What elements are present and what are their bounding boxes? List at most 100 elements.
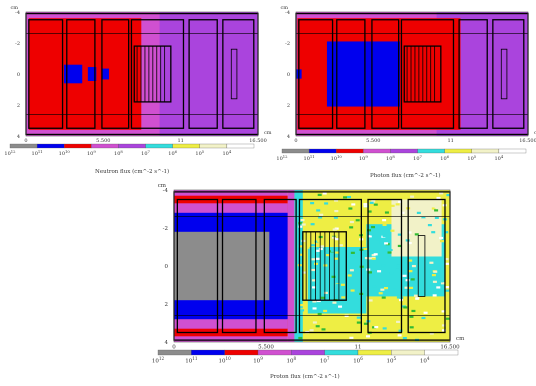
proton-speckle-214 [383, 287, 388, 290]
proton-speckle-49 [351, 203, 356, 206]
proton-speckle-258 [334, 213, 339, 217]
proton-speckle-78 [431, 207, 436, 210]
proton-speckle-192 [356, 321, 361, 324]
photon-geometry-block-4 [458, 19, 488, 129]
photon-x-tick-1: 5.500 [366, 138, 380, 144]
proton-speckle-113 [445, 317, 450, 320]
proton-speckle-0 [370, 275, 375, 278]
proton-speckle-190 [350, 289, 355, 292]
proton-speckle-121 [377, 270, 382, 273]
photon-colorbar-swatch-3 [363, 148, 391, 154]
neutron-colorbar-swatch-6 [172, 143, 200, 149]
photon-colorbar-swatch-7 [471, 148, 500, 154]
proton-speckle-202 [317, 312, 322, 316]
proton-speckle-178 [333, 216, 338, 219]
proton-geometry-rod [417, 235, 426, 297]
proton-speckle-93 [347, 274, 352, 277]
proton-speckle-159 [381, 296, 386, 299]
proton-speckle-158 [311, 265, 316, 268]
photon-colorbar-label-5: 107 [413, 155, 422, 162]
proton-speckle-25 [441, 329, 446, 332]
proton-speckle-15 [429, 261, 434, 264]
proton-speckle-156 [331, 275, 336, 278]
proton-speckle-242 [411, 264, 416, 268]
neutron-colorbar-swatch-0 [9, 143, 38, 149]
proton-flux-chart: -4 -2 0 2 4 cm 0 5.500 11 16.500 cm 1012 1011 1010 109… [152, 183, 465, 365]
neutron-colorbar-label-2: 1010 [59, 150, 71, 157]
photon-colorbar-swatch-8 [498, 148, 527, 154]
proton-speckle-47 [407, 241, 412, 245]
proton-speckle-137 [371, 257, 376, 260]
proton-speckle-29 [407, 231, 412, 234]
neutron-geometry-block-5 [222, 19, 255, 129]
proton-speckle-110 [310, 237, 315, 240]
proton-speckle-20 [439, 240, 444, 243]
neutron-x-tick-3: 16.500 [249, 138, 267, 144]
proton-speckle-188 [392, 288, 397, 292]
proton-speckle-231 [357, 313, 362, 317]
proton-speckle-107 [396, 264, 401, 267]
photon-colorbar-swatch-5 [417, 148, 445, 154]
proton-speckle-58 [414, 327, 419, 330]
neutron-colorbar-swatch-3 [91, 143, 119, 149]
proton-geometry-block-4 [367, 198, 403, 334]
proton-speckle-187 [369, 201, 374, 204]
proton-speckle-193 [402, 336, 407, 340]
proton-speckle-218 [312, 300, 317, 303]
proton-speckle-256 [374, 325, 379, 329]
proton-speckle-51 [343, 196, 348, 199]
proton-speckle-198 [416, 211, 421, 214]
neutron-flux-chart: -4 -2 0 2 4 cm 0 5.500 11 16.500 cm 1012 1011 1010 109… [4, 5, 271, 157]
proton-speckle-76 [346, 195, 351, 199]
proton-speckle-69 [355, 219, 360, 222]
proton-speckle-34 [431, 231, 436, 234]
proton-speckle-2 [309, 322, 314, 325]
photon-colorbar-label-2: 1010 [331, 155, 343, 162]
proton-speckle-160 [439, 236, 444, 240]
proton-geometry-block-0 [176, 198, 219, 334]
proton-speckle-189 [415, 297, 420, 300]
proton-speckle-63 [363, 322, 368, 325]
proton-speckle-16 [387, 251, 392, 254]
proton-colorbar-swatch-3 [257, 349, 292, 356]
proton-colorbar-label-8: 104 [420, 356, 430, 364]
neutron-colorbar-label-0: 1012 [4, 150, 16, 157]
photon-y-tick-2: 0 [287, 72, 290, 78]
proton-colorbar-swatch-8 [424, 349, 459, 356]
proton-speckle-37 [421, 216, 426, 220]
photon-y-tick-4: 4 [287, 134, 290, 140]
photon-colorbar-label-8: 104 [495, 155, 504, 162]
proton-speckle-151 [356, 316, 361, 319]
proton-flux-region-5 [174, 231, 270, 301]
proton-speckle-181 [324, 202, 329, 205]
proton-plot-frame [173, 189, 451, 343]
proton-speckle-12 [379, 240, 384, 244]
neutron-colorbar-swatch-5 [145, 143, 173, 149]
photon-plot-frame [295, 11, 529, 137]
proton-speckle-250 [434, 209, 439, 212]
proton-speckle-213 [307, 254, 312, 257]
photon-flux-caption: Photon flux (cm^-2 s^-1) [370, 173, 441, 179]
proton-speckle-221 [410, 195, 415, 198]
proton-speckle-105 [343, 227, 348, 231]
proton-colorbar-swatch-1 [191, 349, 225, 356]
proton-speckle-22 [364, 257, 369, 260]
proton-y-tick-3: 2 [165, 302, 169, 308]
proton-speckle-141 [331, 236, 336, 239]
proton-speckle-155 [446, 194, 451, 197]
neutron-flux-region-6 [101, 68, 109, 80]
photon-y-tick-0: -4 [285, 10, 290, 16]
neutron-geometry-block-4 [188, 19, 218, 129]
proton-speckle-24 [338, 305, 343, 308]
proton-speckle-227 [372, 310, 377, 313]
neutron-y-tick-2: 0 [17, 72, 20, 78]
proton-speckle-240 [340, 283, 345, 286]
proton-speckle-180 [348, 207, 353, 210]
proton-speckle-124 [314, 240, 319, 243]
proton-speckle-245 [335, 283, 340, 286]
proton-speckle-146 [311, 258, 316, 261]
proton-speckle-91 [384, 211, 389, 214]
proton-speckle-111 [397, 334, 402, 337]
proton-speckle-163 [410, 278, 415, 281]
neutron-y-tick-0: -4 [15, 10, 20, 16]
